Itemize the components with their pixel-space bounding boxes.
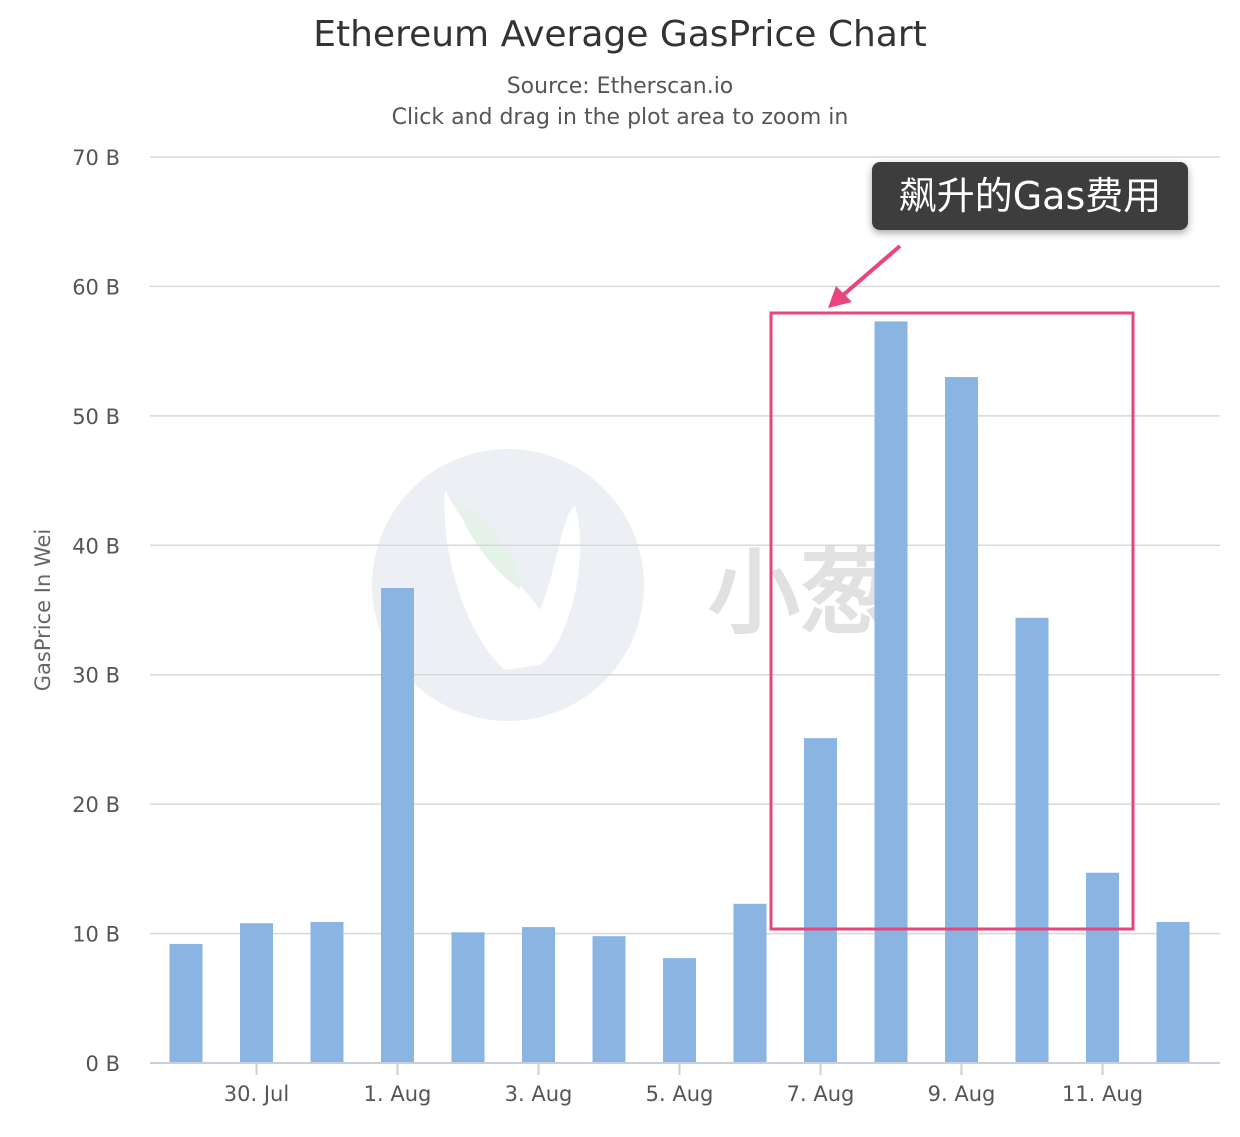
y-tick-label: 50 B [72, 405, 120, 429]
watermark-text: 小葱 [708, 540, 892, 647]
y-tick-label: 20 B [72, 793, 120, 817]
x-tick-label: 7. Aug [787, 1082, 855, 1106]
bar[interactable] [1015, 617, 1049, 1063]
x-tick-label: 1. Aug [364, 1082, 432, 1106]
y-tick-label: 10 B [72, 923, 120, 947]
y-tick-label: 0 B [86, 1052, 120, 1076]
chart-title: Ethereum Average GasPrice Chart [313, 14, 927, 55]
bar[interactable] [663, 958, 696, 1063]
bar[interactable] [945, 377, 978, 1063]
bar[interactable] [240, 923, 273, 1063]
x-tick-label: 9. Aug [928, 1082, 996, 1106]
bar[interactable] [1086, 872, 1119, 1063]
annotation-callout: 飙升的Gas费用 [872, 162, 1188, 230]
x-tick-label: 5. Aug [646, 1082, 714, 1106]
bar[interactable] [733, 903, 767, 1063]
callout-arrow [828, 244, 902, 308]
y-tick-label: 70 B [72, 146, 120, 170]
zoom-hint: Click and drag in the plot area to zoom … [391, 105, 849, 130]
watermark-logo [372, 449, 644, 721]
bar[interactable] [381, 587, 414, 1063]
bar[interactable] [451, 932, 485, 1063]
bar[interactable] [1156, 921, 1190, 1063]
x-tick-label: 11. Aug [1062, 1082, 1143, 1106]
y-axis-label: GasPrice In Wei [31, 529, 55, 691]
bar[interactable] [522, 927, 555, 1063]
bar[interactable] [169, 943, 203, 1063]
bar[interactable] [310, 921, 344, 1063]
bar[interactable] [592, 936, 626, 1063]
highlight-box [769, 311, 1135, 931]
y-tick-label: 40 B [72, 534, 120, 558]
y-tick-label: 30 B [72, 664, 120, 688]
x-tick-label: 30. Jul [224, 1082, 289, 1106]
chart-source: Source: Etherscan.io [506, 74, 734, 99]
bar[interactable] [804, 738, 837, 1063]
bar[interactable] [874, 321, 908, 1064]
x-tick-label: 3. Aug [505, 1082, 573, 1106]
y-tick-label: 60 B [72, 275, 120, 299]
